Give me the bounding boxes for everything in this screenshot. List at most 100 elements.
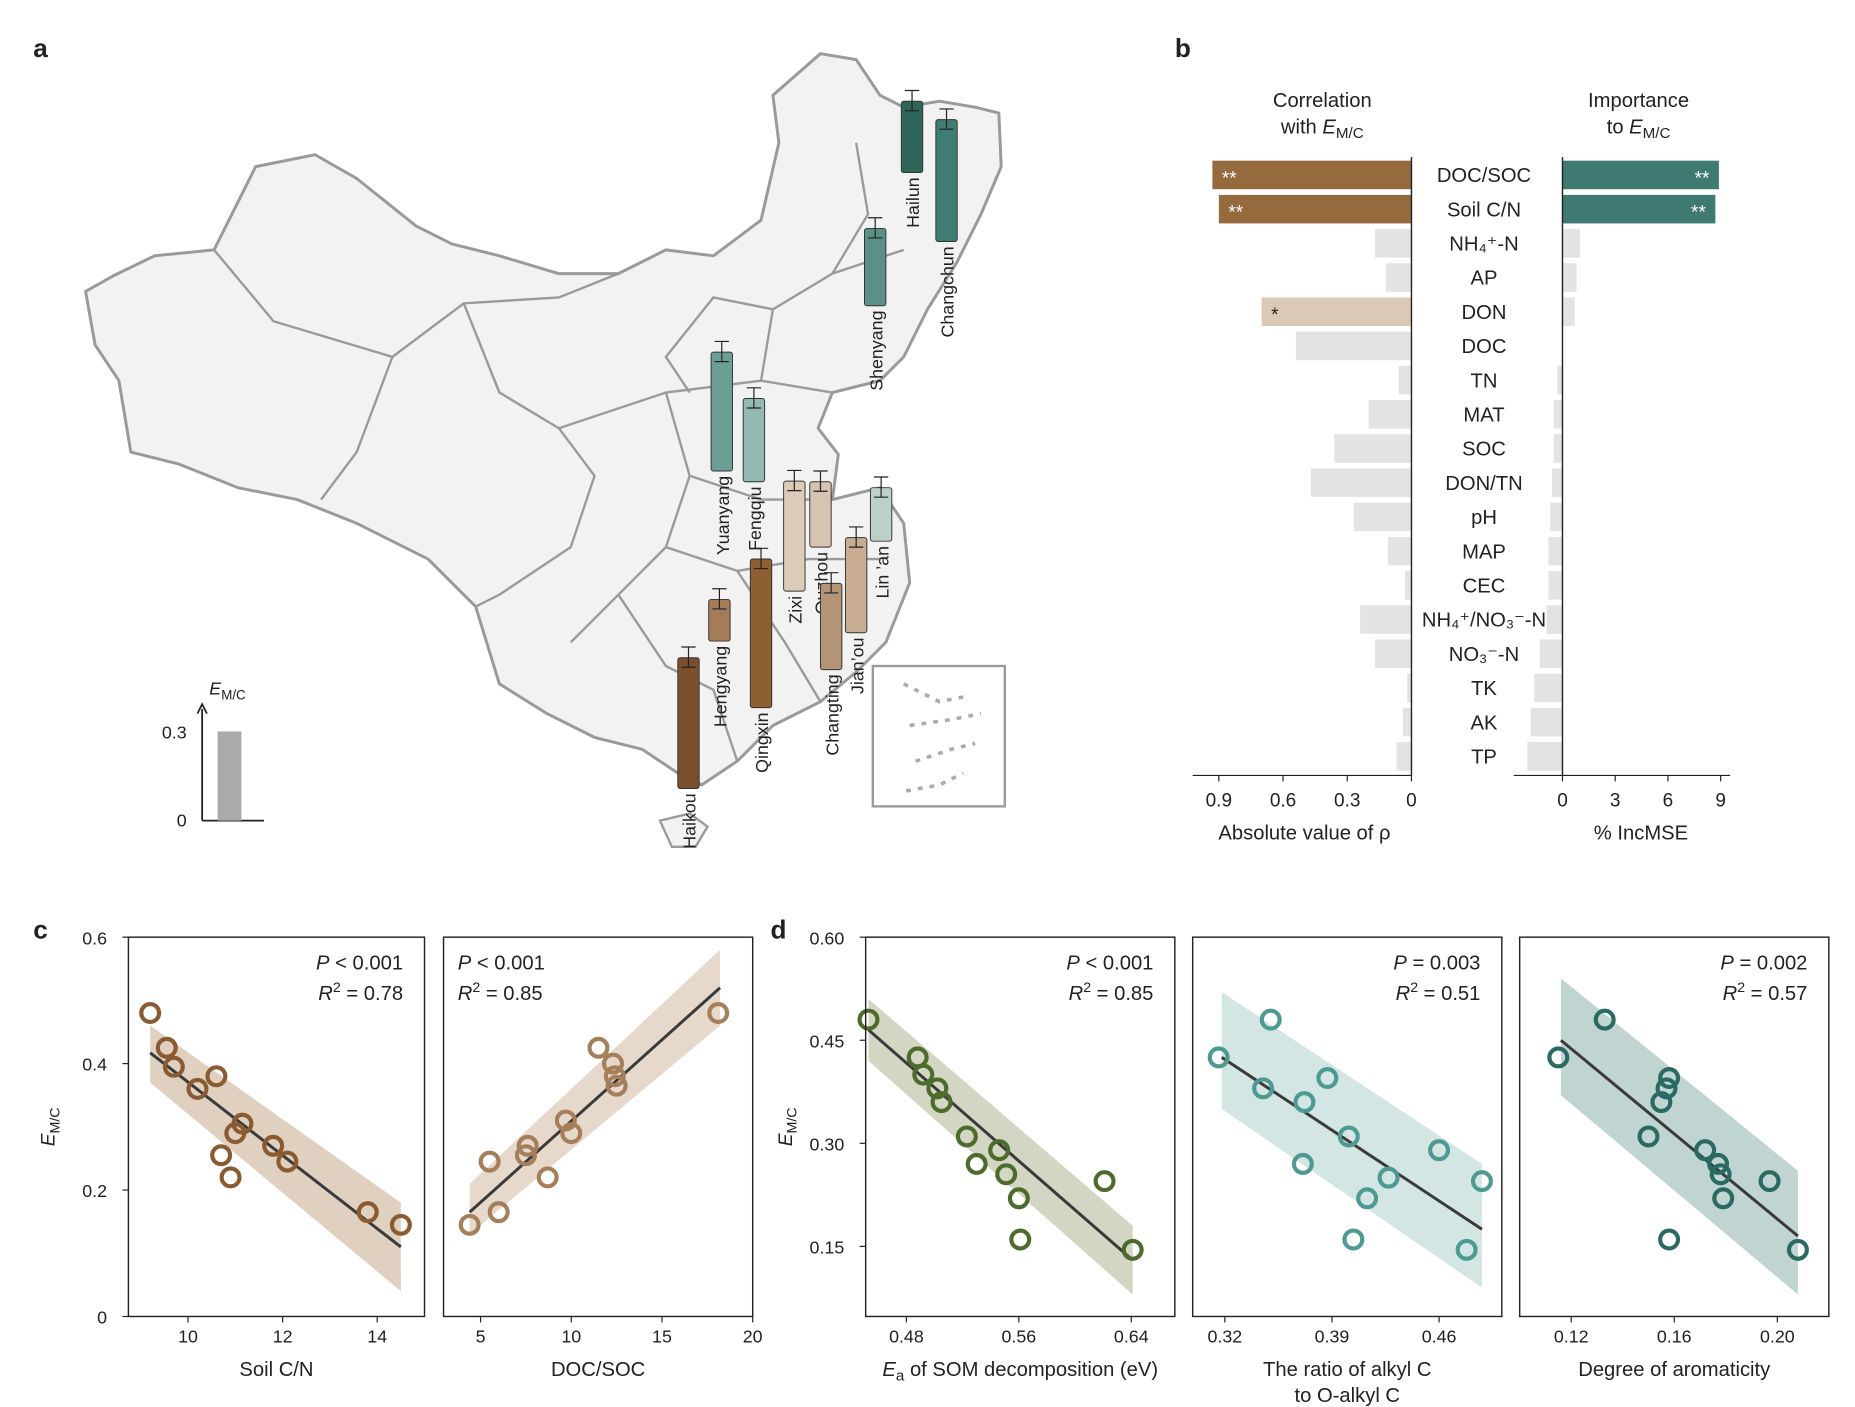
b-right-title-line2-symbol: E (1629, 116, 1643, 138)
b-left-title-line1: Correlation (1273, 90, 1372, 112)
r-squared: R2 = 0.78 (318, 979, 403, 1005)
data-point (139, 1002, 162, 1025)
data-point (276, 1150, 299, 1173)
x-axis-label: Soil C/N (239, 1359, 313, 1381)
b-category-label-1: Soil C/N (1447, 199, 1521, 221)
b-category-label-10: pH (1471, 507, 1497, 529)
b-right-x-label: % IncMSE (1594, 823, 1688, 845)
b-category-label-17: TP (1471, 746, 1497, 768)
b-left-bar-11 (1387, 536, 1412, 566)
data-point (1637, 1125, 1660, 1148)
b-category-label-8: SOC (1462, 439, 1506, 461)
y-tick-label: 0.6 (82, 928, 107, 948)
data-point (912, 1063, 935, 1086)
south-china-sea-inset (871, 664, 1006, 808)
x-tick-label: 20 (743, 1327, 763, 1347)
site-linan: Lin ’an (869, 476, 893, 598)
error-bar (849, 526, 864, 548)
b-left-bar-4 (1261, 297, 1412, 327)
x-label-symbol: E (882, 1359, 896, 1381)
x-label-text: of SOM decomposition (eV) (904, 1359, 1158, 1381)
b-right-tick-label: 6 (1663, 790, 1674, 811)
b-category-label-12: CEC (1463, 575, 1506, 597)
x-tick-label: 0.48 (889, 1327, 924, 1347)
data-point (186, 1077, 209, 1100)
b-right-bar-8 (1553, 434, 1563, 463)
y-label-symbol: E (776, 1133, 797, 1146)
b-right-bar-14 (1539, 639, 1563, 668)
data-point (1293, 1091, 1316, 1114)
site-bar (844, 537, 868, 634)
b-left-bar-10 (1353, 502, 1412, 532)
site-haikou: Haikou (677, 646, 700, 849)
panel-label-a: a (33, 33, 48, 63)
data-point (603, 1065, 626, 1088)
data-point (988, 1139, 1011, 1162)
r-squared: R2 = 0.51 (1396, 979, 1481, 1005)
b-left-tick-label: 0.3 (1334, 790, 1360, 811)
b-left-tick-label: 0.9 (1206, 790, 1232, 811)
data-point (219, 1166, 242, 1189)
r-value: = 0.78 (341, 983, 403, 1005)
site-bar (677, 657, 700, 789)
site-bar (710, 351, 733, 472)
b-left-significance-0: ** (1222, 168, 1237, 189)
x-label-sub: a (896, 1368, 905, 1385)
r-symbol: R (1396, 983, 1411, 1005)
data-point (1259, 1008, 1282, 1031)
r-symbol: R (1069, 983, 1084, 1005)
plot-frame (127, 936, 426, 1318)
data-point (1207, 1046, 1230, 1069)
site-label: Hailun (903, 177, 923, 228)
b-right-bar-4 (1562, 297, 1575, 327)
data-point (536, 1166, 559, 1189)
site-zixi: Zixi (783, 469, 806, 624)
site-jianou: Jian’ou (844, 526, 868, 695)
data-point (587, 1036, 610, 1059)
b-right-bar-7 (1553, 400, 1563, 429)
regression-line (867, 1028, 1134, 1262)
data-point (1342, 1228, 1365, 1251)
b-left-bar-13 (1360, 605, 1412, 634)
x-tick-label: 0.56 (1001, 1327, 1036, 1347)
data-point (1658, 1228, 1681, 1251)
site-hengyang: Hengyang (708, 588, 731, 727)
b-right-bar-2 (1562, 229, 1581, 258)
data-point (1009, 1228, 1032, 1251)
inset-islands (902, 682, 982, 793)
b-category-label-13: NH₄⁺/NO₃⁻-N (1422, 610, 1546, 632)
panel-label-d: d (771, 914, 787, 944)
b-left-bar-15 (1407, 673, 1412, 703)
b-category-label-6: TN (1471, 370, 1498, 392)
data-point (707, 1002, 730, 1025)
x-axis-label: The ratio of alkyl C (1263, 1359, 1431, 1381)
site-bar (783, 480, 806, 592)
x-axis-label: DOC/SOC (551, 1359, 645, 1381)
site-label: Jian’ou (847, 638, 867, 695)
b-left-x-label: Absolute value of ρ (1218, 823, 1390, 845)
data-point (210, 1144, 233, 1167)
data-point (995, 1163, 1018, 1186)
plot-frame (1191, 936, 1503, 1318)
site-label: Qingxin (752, 712, 772, 772)
p-text: < 0.001 (1080, 952, 1154, 974)
site-bar (742, 398, 766, 483)
data-point (1121, 1238, 1144, 1261)
map-sites: Hailun Changchun Shenyang Yuanyang Fengqiu Zi… (677, 89, 958, 849)
p-value: P < 0.001 (316, 952, 403, 974)
error-bar (824, 572, 839, 594)
data-point (1712, 1187, 1735, 1210)
r-squared: R2 = 0.85 (458, 979, 543, 1005)
site-label: Changting (822, 674, 842, 755)
x-tick-label: 10 (561, 1327, 581, 1347)
data-point (1291, 1152, 1314, 1175)
confidence-band (150, 1025, 401, 1292)
r-value: = 0.85 (480, 983, 542, 1005)
b-right-bar-9 (1551, 468, 1563, 498)
site-shenyang: Shenyang (864, 217, 887, 391)
data-point (458, 1213, 481, 1236)
data-point (1547, 1046, 1570, 1069)
r-symbol: R (458, 983, 473, 1005)
b-left-bar-5 (1295, 331, 1412, 361)
